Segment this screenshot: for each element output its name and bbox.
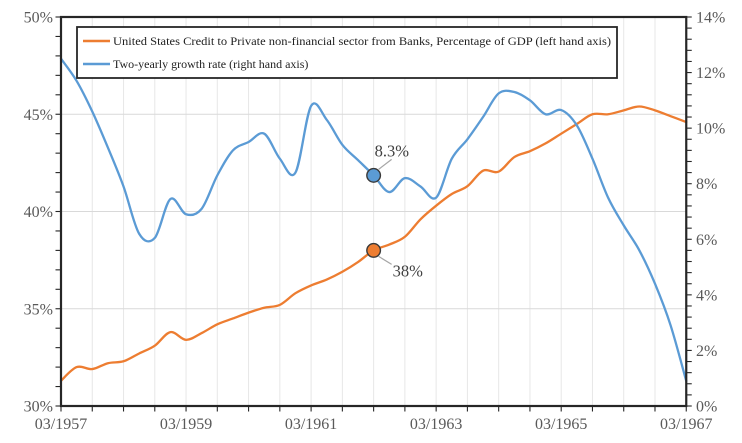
- annotation-label: 38%: [393, 261, 424, 280]
- right-axis-tick-label: 4%: [696, 287, 717, 304]
- annotation-leader-line: [378, 158, 392, 170]
- legend-item-credit: United States Credit to Private non-fina…: [83, 34, 611, 48]
- annotation-label: 8.3%: [375, 141, 410, 160]
- right-axis-tick-label: 12%: [696, 65, 725, 82]
- annotation-leader-line: [378, 255, 392, 265]
- x-axis-tick-label: 03/1963: [410, 416, 462, 433]
- left-axis-tick-label: 30%: [24, 399, 53, 416]
- growth-marker-dot: [366, 167, 382, 183]
- axis-tick-labels: 50% 45% 40% 35% 30% 14% 12% 10% 8% 6% 4% 2% 0% 03/195…: [24, 10, 726, 434]
- left-axis-tick-label: 45%: [24, 107, 53, 124]
- right-axis-tick-label: 0%: [696, 399, 717, 416]
- right-axis-tick-label: 6%: [696, 232, 717, 249]
- legend-label-credit: United States Credit to Private non-fina…: [113, 34, 611, 48]
- right-axis-tick-label: 8%: [696, 176, 717, 193]
- legend-border-box: [76, 26, 618, 79]
- axis-ticks: [55, 16, 692, 412]
- x-axis-tick-label: 03/1959: [160, 416, 212, 433]
- legend-label-growth: Two-yearly growth rate (right hand axis): [113, 57, 308, 71]
- x-axis-tick-label: 03/1957: [35, 416, 87, 433]
- right-axis-tick-label: 2%: [696, 343, 717, 360]
- left-axis-tick-label: 35%: [24, 301, 53, 318]
- annotations: 38% 8.3%: [375, 141, 424, 280]
- legend: United States Credit to Private non-fina…: [76, 26, 618, 79]
- right-axis-tick-label: 14%: [696, 10, 725, 27]
- data-point-markers: [366, 167, 382, 258]
- credit-marker-dot: [366, 242, 382, 258]
- x-axis-tick-label: 03/1965: [535, 416, 587, 433]
- left-axis-tick-label: 40%: [24, 204, 53, 221]
- left-axis-tick-label: 50%: [24, 10, 53, 27]
- x-axis-tick-label: 03/1967: [660, 416, 712, 433]
- x-axis-tick-label: 03/1961: [285, 416, 337, 433]
- right-axis-tick-label: 10%: [696, 121, 725, 138]
- legend-item-growth: Two-yearly growth rate (right hand axis): [83, 57, 308, 71]
